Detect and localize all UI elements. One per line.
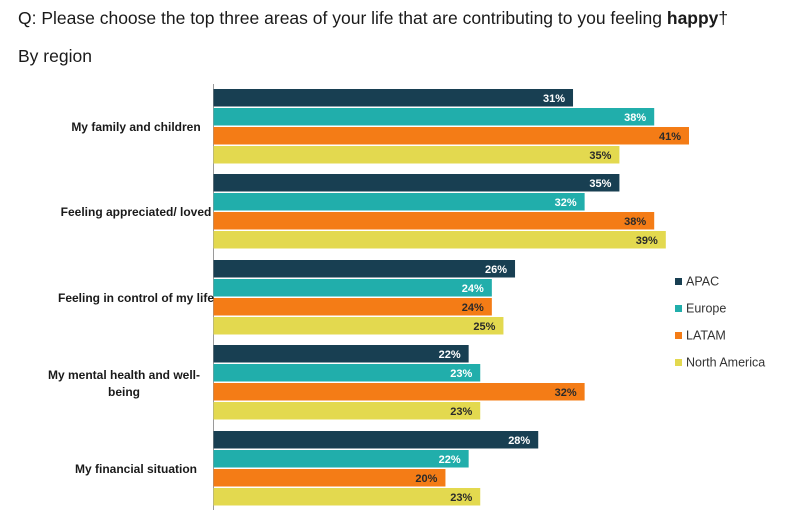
question-dagger: † — [718, 8, 729, 28]
bar-value-label: 26% — [485, 264, 507, 276]
bar-value-label: 23% — [450, 492, 472, 504]
legend-label: North America — [686, 356, 765, 370]
chart-question: Q: Please choose the top three areas of … — [18, 8, 728, 29]
bar-apac — [213, 345, 469, 363]
category-label: Feeling in control of my life — [58, 291, 214, 305]
bar-value-label: 31% — [543, 93, 565, 105]
bar-north-america — [213, 231, 666, 249]
bar-europe — [213, 193, 585, 211]
bar-north-america — [213, 402, 481, 420]
bar-north-america — [213, 488, 481, 506]
legend-label: APAC — [686, 275, 719, 289]
bar-value-label: 25% — [473, 321, 495, 333]
category-label: My family and children — [71, 120, 200, 134]
bar-value-label: 28% — [508, 435, 530, 447]
legend-label: LATAM — [686, 329, 726, 343]
category-label: Feeling appreciated/ loved — [61, 205, 212, 219]
bar-value-label: 35% — [589, 178, 611, 190]
category-label: My financial situation — [75, 462, 197, 476]
bar-value-label: 20% — [415, 473, 437, 485]
legend-swatch — [675, 305, 682, 312]
question-text: Q: Please choose the top three areas of … — [18, 8, 667, 28]
legend-swatch — [675, 359, 682, 366]
bar-value-label: 22% — [439, 349, 461, 361]
bar-north-america — [213, 146, 620, 164]
bar-apac — [213, 174, 620, 192]
bar-value-label: 22% — [439, 454, 461, 466]
bar-value-label: 35% — [589, 150, 611, 162]
bar-value-label: 41% — [659, 131, 681, 143]
bar-value-label: 24% — [462, 302, 484, 314]
bar-apac — [213, 431, 539, 449]
bar-europe — [213, 279, 492, 297]
chart-subtitle: By region — [18, 46, 92, 66]
legend-swatch — [675, 332, 682, 339]
bar-latam — [213, 298, 492, 316]
bar-latam — [213, 469, 446, 487]
legend-label: Europe — [686, 302, 726, 316]
bar-apac — [213, 89, 574, 107]
bar-north-america — [213, 317, 504, 335]
bar-europe — [213, 364, 481, 382]
question-emphasis: happy — [666, 8, 719, 28]
bar-europe — [213, 450, 469, 468]
bar-latam — [213, 212, 655, 230]
bar-value-label: 24% — [462, 283, 484, 295]
bar-value-label: 32% — [555, 387, 577, 399]
bar-value-label: 38% — [624, 216, 646, 228]
bar-value-label: 39% — [636, 235, 658, 247]
bar-value-label: 32% — [555, 197, 577, 209]
bar-europe — [213, 108, 655, 126]
category-label: My mental health and well-being — [48, 368, 200, 399]
bar-latam — [213, 383, 585, 401]
legend-swatch — [675, 278, 682, 285]
bar-value-label: 23% — [450, 368, 472, 380]
bar-latam — [213, 127, 689, 145]
bar-apac — [213, 260, 516, 278]
bar-value-label: 23% — [450, 406, 472, 418]
bar-value-label: 38% — [624, 112, 646, 124]
